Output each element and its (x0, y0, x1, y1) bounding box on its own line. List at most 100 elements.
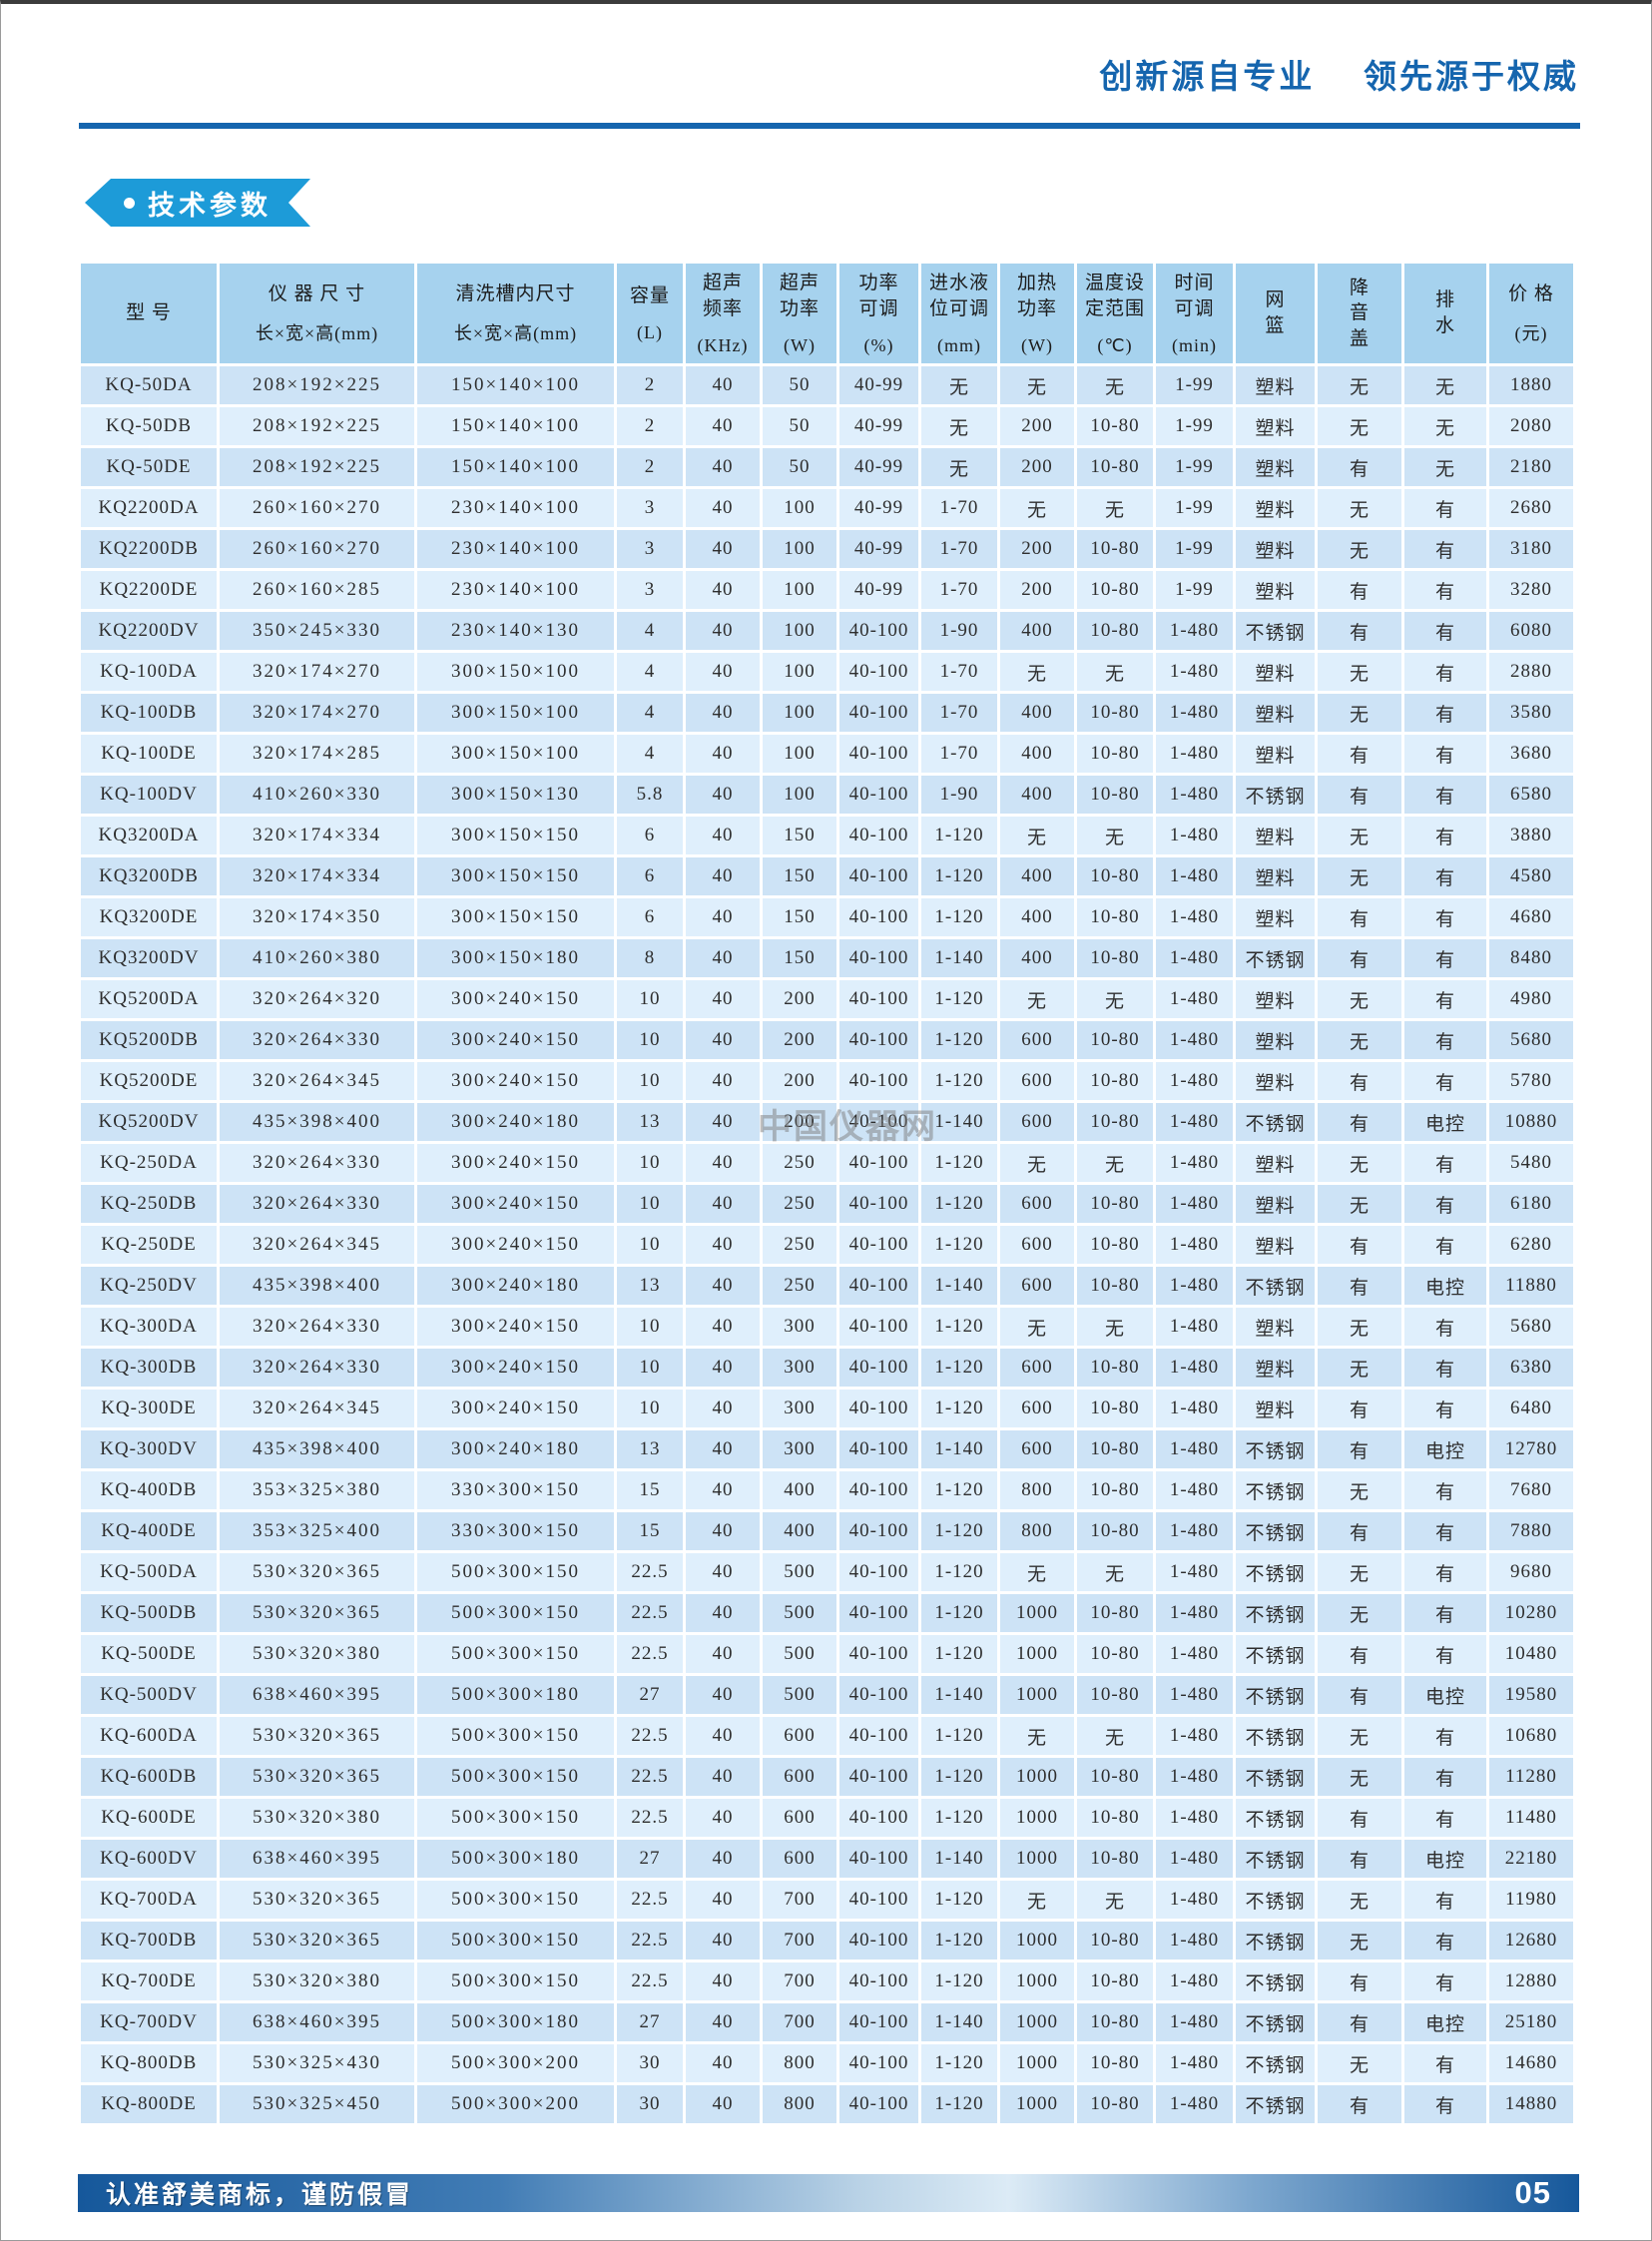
spec-cell: 2 (617, 448, 683, 486)
spec-cell: 1-120 (921, 898, 997, 936)
spec-cell: 有 (1318, 1267, 1401, 1305)
spec-cell: 塑料 (1236, 366, 1315, 404)
spec-cell: 1-120 (921, 1635, 997, 1673)
spec-cell: 40-99 (839, 366, 918, 404)
spec-cell: 1-70 (921, 653, 997, 691)
spec-row-KQ-300DA: KQ-300DA 320×264×330 300×240×150 10 40 300 40-… (81, 1308, 1573, 1346)
spec-cell: 1-99 (1156, 571, 1233, 609)
spec-cell: 435×398×400 (220, 1103, 414, 1141)
spec-row-KQ-700DB: KQ-700DB 530×320×365 500×300×150 22.5 40 700 4… (81, 1922, 1573, 1960)
spec-cell: 1-480 (1156, 1103, 1233, 1141)
spec-row-KQ3200DE: KQ3200DE 320×174×350 300×150×150 6 40 150 40-1… (81, 898, 1573, 936)
spec-row-KQ3200DA: KQ3200DA 320×174×334 300×150×150 6 40 150 40-1… (81, 817, 1573, 854)
spec-cell: 300×150×150 (417, 857, 614, 895)
spec-cell: 有 (1404, 857, 1486, 895)
spec-cell: 塑料 (1236, 735, 1315, 773)
spec-cell: 400 (1000, 898, 1074, 936)
spec-cell: 13 (617, 1103, 683, 1141)
spec-cell: 有 (1404, 735, 1486, 773)
spec-cell: 5680 (1489, 1021, 1573, 1059)
spec-cell: 19580 (1489, 1676, 1573, 1714)
spec-cell: 150 (763, 857, 836, 895)
spec-row-KQ-250DE: KQ-250DE 320×264×345 300×240×150 10 40 250 40-… (81, 1226, 1573, 1264)
spec-cell: 400 (763, 1471, 836, 1509)
spec-cell: 435×398×400 (220, 1430, 414, 1468)
spec-cell: 40-100 (839, 1021, 918, 1059)
spec-cell: 塑料 (1236, 530, 1315, 568)
spec-cell: 150 (763, 817, 836, 854)
spec-cell: 500×300×180 (417, 1840, 614, 1878)
model-cell: KQ-300DE (81, 1390, 217, 1427)
spec-cell: 有 (1404, 1635, 1486, 1673)
spec-cell: 有 (1318, 1635, 1401, 1673)
spec-cell: 1-480 (1156, 1062, 1233, 1100)
model-cell: KQ-600DV (81, 1840, 217, 1878)
spec-cell: 有 (1404, 1144, 1486, 1182)
spec-cell: 14680 (1489, 2044, 1573, 2082)
spec-row-KQ-300DE: KQ-300DE 320×264×345 300×240×150 10 40 300 40-… (81, 1390, 1573, 1427)
spec-cell: 1-99 (1156, 489, 1233, 527)
model-cell: KQ-700DE (81, 1962, 217, 2000)
spec-cell: 40-100 (839, 1512, 918, 1550)
spec-cell: 不锈钢 (1236, 1267, 1315, 1305)
spec-cell: 300×240×150 (417, 1349, 614, 1387)
spec-cell: 10-80 (1077, 407, 1153, 445)
column-header-12: 网 篮 (1236, 264, 1315, 363)
spec-cell: 11880 (1489, 1267, 1573, 1305)
spec-cell: 10-80 (1077, 1062, 1153, 1100)
spec-cell: 40 (686, 2044, 760, 2082)
spec-cell: 40 (686, 1144, 760, 1182)
spec-cell: 无 (1318, 980, 1401, 1018)
spec-cell: 1-480 (1156, 1144, 1233, 1182)
spec-cell: 电控 (1404, 1267, 1486, 1305)
spec-cell: 40-100 (839, 776, 918, 814)
spec-cell: 320×264×345 (220, 1226, 414, 1264)
column-header-4: 容量 (L) (617, 264, 683, 363)
spec-cell: 2 (617, 407, 683, 445)
model-cell: KQ-800DE (81, 2085, 217, 2123)
spec-cell: 200 (763, 1021, 836, 1059)
model-cell: KQ-50DB (81, 407, 217, 445)
spec-cell: 1-480 (1156, 1962, 1233, 2000)
spec-cell: 10 (617, 1390, 683, 1427)
spec-cell: 800 (1000, 1471, 1074, 1509)
spec-cell: 有 (1404, 776, 1486, 814)
spec-cell: 12680 (1489, 1922, 1573, 1960)
spec-cell: 40 (686, 1635, 760, 1673)
spec-row-KQ-400DB: KQ-400DB 353×325×380 330×300×150 15 40 400 40-… (81, 1471, 1573, 1509)
spec-cell: 1-480 (1156, 1226, 1233, 1264)
model-cell: KQ-50DE (81, 448, 217, 486)
model-cell: KQ2200DA (81, 489, 217, 527)
spec-cell: 无 (1404, 407, 1486, 445)
spec-cell: 40 (686, 407, 760, 445)
spec-cell: 15 (617, 1512, 683, 1550)
spec-cell: 40-100 (839, 1962, 918, 2000)
spec-cell: 500×300×150 (417, 1553, 614, 1591)
spec-cell: 塑料 (1236, 571, 1315, 609)
spec-cell: 500×300×150 (417, 1594, 614, 1632)
spec-cell: 10-80 (1077, 1267, 1153, 1305)
spec-cell: 4680 (1489, 898, 1573, 936)
model-cell: KQ3200DV (81, 939, 217, 977)
spec-cell: 不锈钢 (1236, 1962, 1315, 2000)
spec-cell: 40-100 (839, 1390, 918, 1427)
spec-cell: 10-80 (1077, 1103, 1153, 1141)
spec-cell: 有 (1318, 1226, 1401, 1264)
spec-cell: 800 (763, 2085, 836, 2123)
spec-cell: 13 (617, 1430, 683, 1468)
spec-row-KQ-600DA: KQ-600DA 530×320×365 500×300×150 22.5 40 600 4… (81, 1717, 1573, 1755)
spec-cell: 300×150×130 (417, 776, 614, 814)
spec-cell: 10 (617, 1349, 683, 1387)
spec-cell: 230×140×100 (417, 530, 614, 568)
spec-cell: 有 (1404, 530, 1486, 568)
spec-row-KQ-500DE: KQ-500DE 530×320×380 500×300×150 22.5 40 500 4… (81, 1635, 1573, 1673)
spec-row-KQ2200DA: KQ2200DA 260×160×270 230×140×100 3 40 100 40-9… (81, 489, 1573, 527)
spec-cell: 40-100 (839, 1594, 918, 1632)
model-cell: KQ-250DE (81, 1226, 217, 1264)
spec-cell: 600 (1000, 1226, 1074, 1264)
model-cell: KQ-600DE (81, 1799, 217, 1837)
spec-cell: 10-80 (1077, 1226, 1153, 1264)
spec-cell: 208×192×225 (220, 448, 414, 486)
spec-cell: 530×320×365 (220, 1881, 414, 1919)
spec-cell: 230×140×100 (417, 571, 614, 609)
